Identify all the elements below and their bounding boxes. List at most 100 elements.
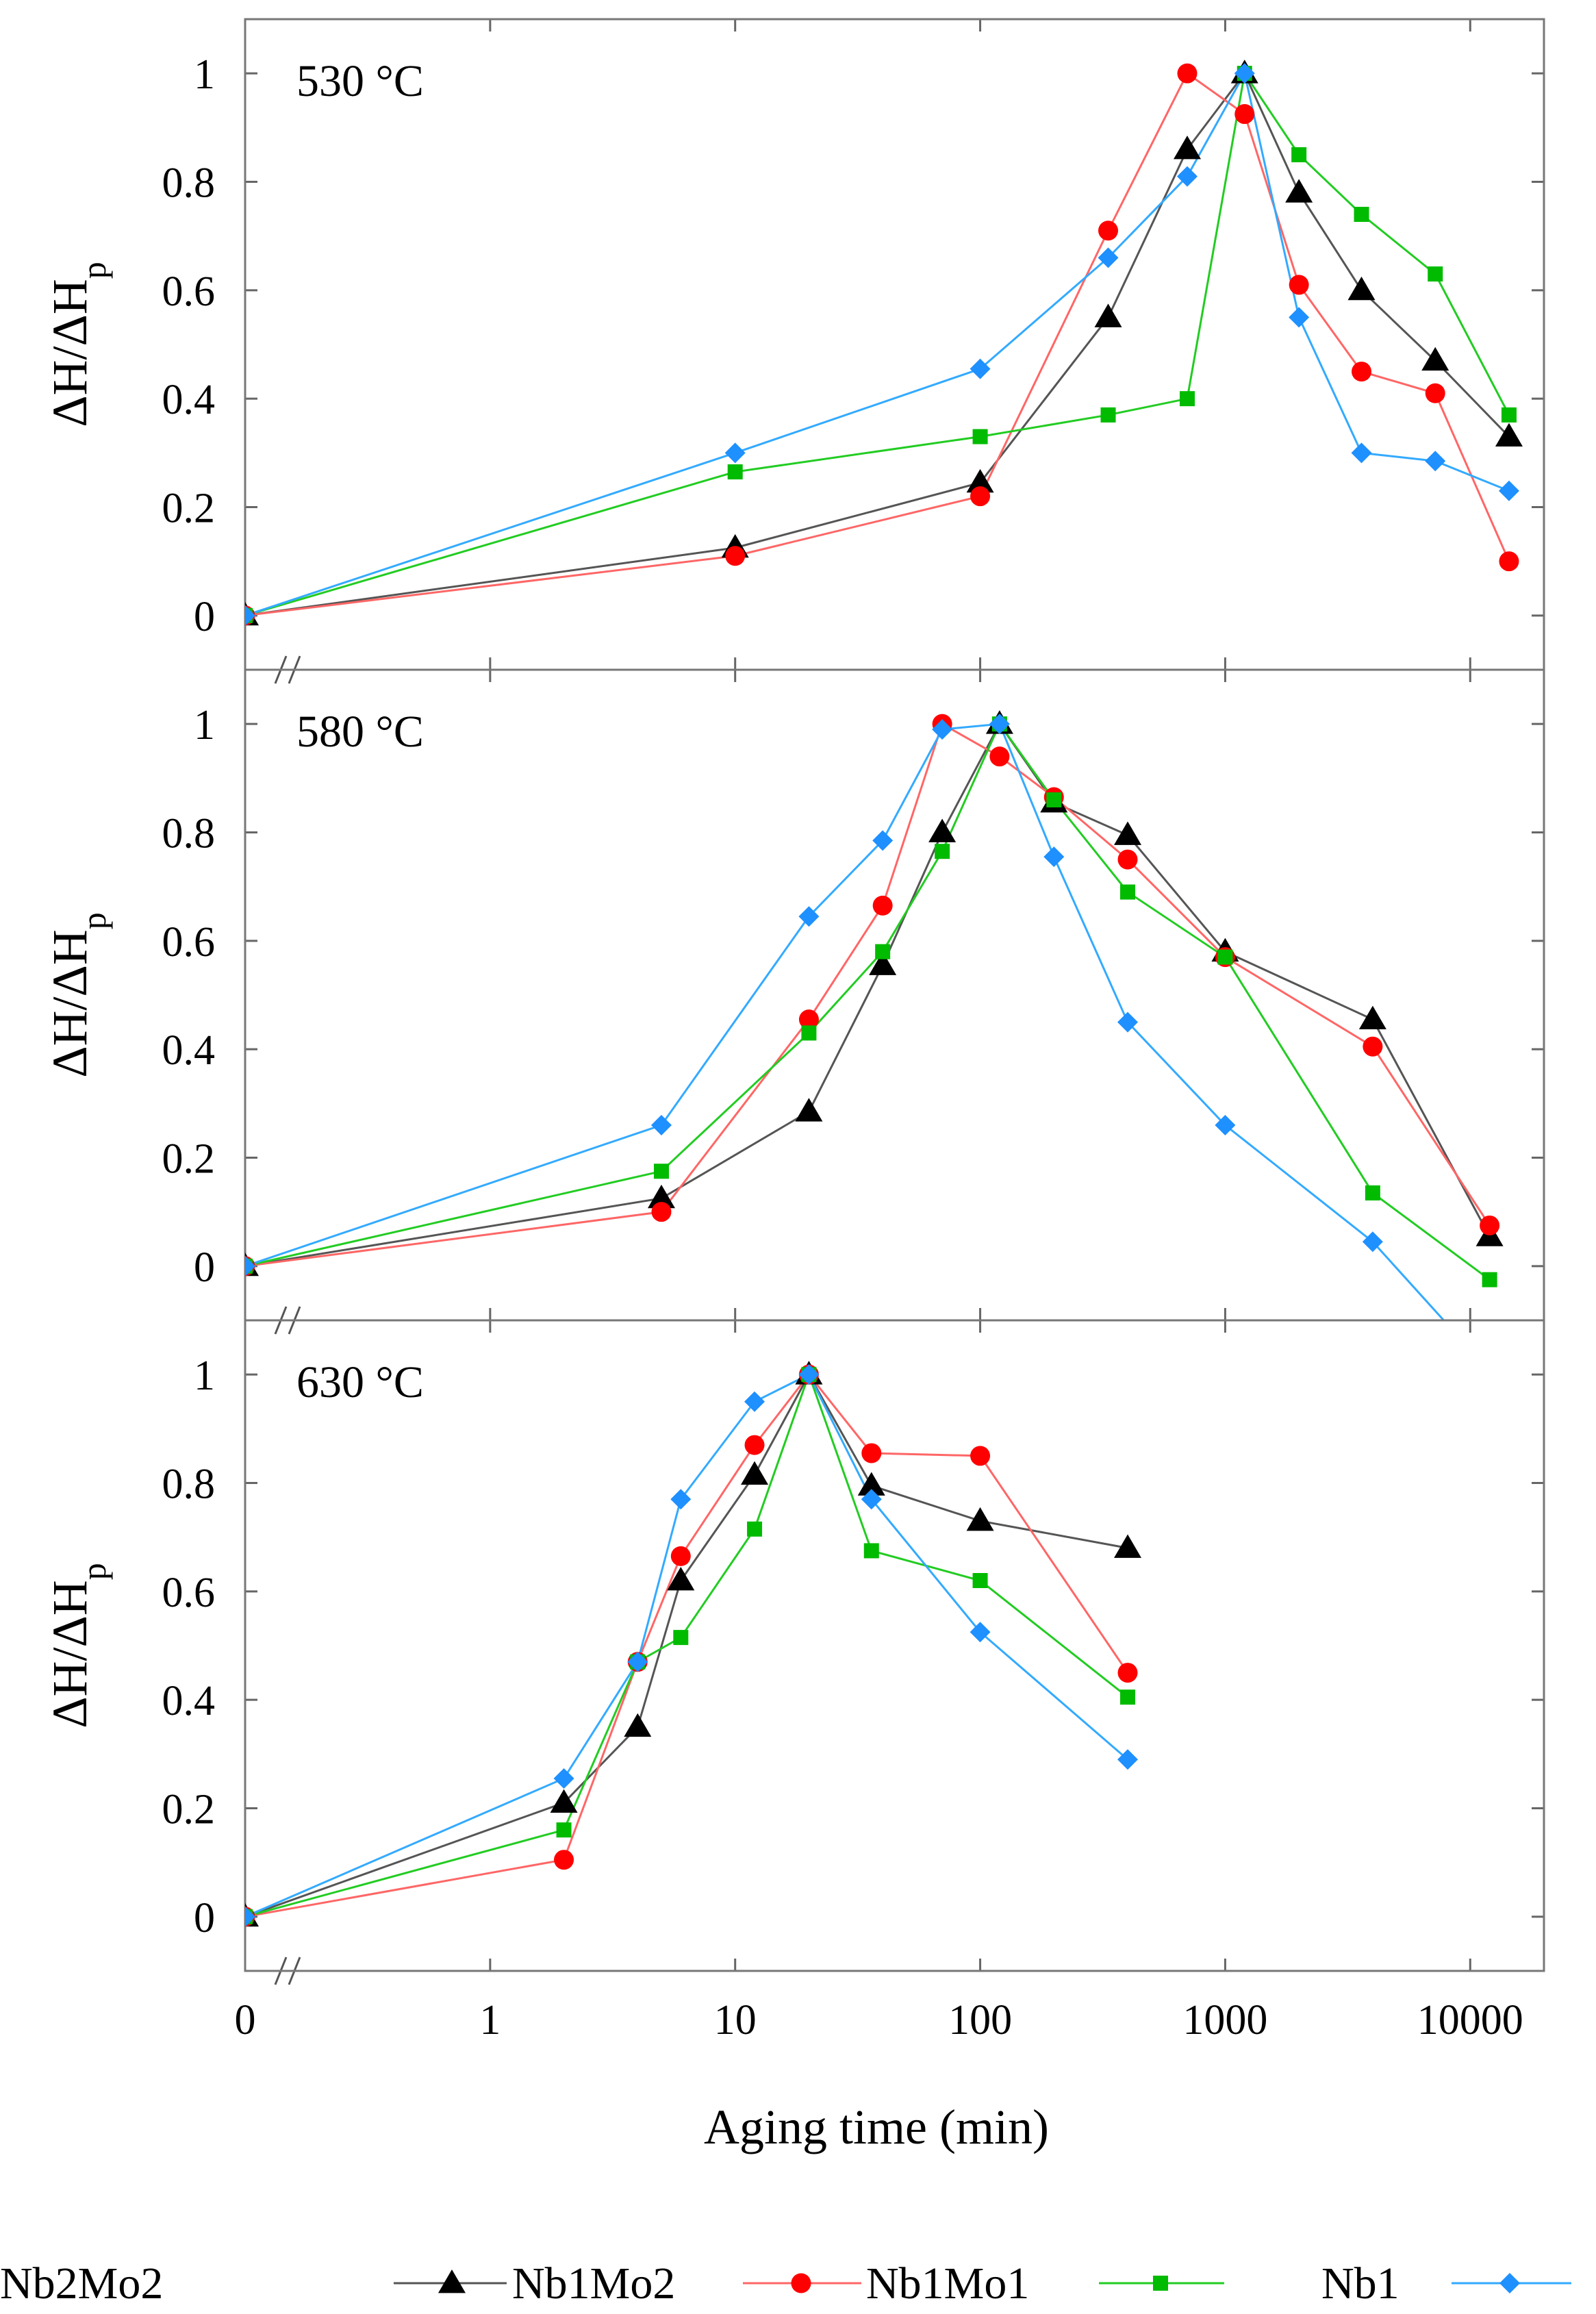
- legend: Nb2Mo2 Nb1Mo2 Nb1Mo1 Nb1: [0, 2259, 1571, 2309]
- data-point-nb1mo1: [727, 464, 743, 480]
- data-point-nb1mo1: [1428, 266, 1443, 282]
- y-tick-label: 0.2: [162, 1136, 216, 1183]
- y-tick-label: 0.4: [162, 1678, 216, 1724]
- data-point-nb2mo2: [667, 1567, 695, 1591]
- data-point-nb1: [1498, 480, 1519, 501]
- x-tick-label: 0: [235, 1997, 256, 2043]
- data-point-nb1mo1: [972, 429, 988, 444]
- series-line-nb2mo2: [245, 722, 1491, 1268]
- y-tick-label: 0.8: [162, 1461, 216, 1508]
- data-point-nb1: [1351, 442, 1372, 464]
- data-point-nb1: [798, 1364, 820, 1385]
- data-point-nb2mo2: [1094, 303, 1122, 327]
- data-point-nb1mo2: [554, 1850, 574, 1870]
- data-point-nb2mo2: [1285, 179, 1313, 203]
- data-point-nb2mo2: [795, 1098, 823, 1122]
- y-tick-label: 0: [194, 1895, 215, 1941]
- data-point-nb1mo1: [935, 844, 950, 859]
- data-point-nb1: [744, 1391, 765, 1412]
- x-tick-label: 100: [948, 1997, 1012, 2043]
- data-point-nb1mo1: [875, 944, 891, 959]
- x-tick-label: 10: [714, 1997, 757, 2043]
- data-point-nb1: [1043, 846, 1065, 868]
- data-point-nb1mo2: [1117, 1663, 1138, 1683]
- y-axis-label-main: ΔH/ΔH: [42, 279, 97, 427]
- legend-marker-nb1: [1499, 2273, 1520, 2293]
- series-line-nb1: [245, 70, 1510, 617]
- data-point-nb1: [670, 1489, 692, 1510]
- data-point-nb1: [970, 358, 991, 379]
- data-point-nb1mo2: [872, 895, 893, 916]
- y-axis-label-main: ΔH/ΔH: [42, 929, 97, 1078]
- y-tick-label: 0.4: [162, 1027, 216, 1074]
- data-point-nb1: [798, 906, 820, 927]
- panel-title: 530 °C: [296, 56, 424, 106]
- data-point-nb1: [932, 719, 953, 740]
- data-point-nb1mo1: [1482, 1272, 1497, 1287]
- x-tick-label: 1: [479, 1997, 501, 2043]
- data-point-nb1mo2: [1098, 221, 1119, 241]
- data-point-nb1mo2: [970, 1446, 991, 1466]
- y-tick-label: 1: [194, 51, 215, 98]
- data-point-nb1: [553, 1768, 574, 1789]
- data-point-nb1mo2: [970, 486, 991, 507]
- data-point-nb1mo1: [1120, 1689, 1136, 1705]
- data-point-nb1mo2: [1234, 104, 1255, 125]
- data-point-nb1: [872, 830, 894, 851]
- y-tick-label: 0.2: [162, 486, 216, 532]
- data-point-nb1mo2: [1425, 383, 1445, 403]
- data-point-nb2mo2: [928, 818, 957, 842]
- y-axis-label: ΔH/ΔHp: [42, 1563, 113, 1728]
- panel-frame: [244, 1319, 1545, 1972]
- data-point-nb1mo2: [1363, 1036, 1383, 1057]
- legend-label-nb1mo2: Nb1Mo2: [512, 2259, 675, 2309]
- data-point-nb1mo2: [1480, 1215, 1500, 1235]
- series-line-nb1: [245, 722, 1445, 1320]
- panel-plot-area: [245, 1361, 1142, 1927]
- data-point-nb1: [989, 714, 1010, 735]
- data-point-nb1mo2: [861, 1443, 882, 1463]
- y-tick-label: 0: [194, 1244, 215, 1291]
- data-point-nb1mo2: [1351, 362, 1371, 382]
- data-point-nb1: [861, 1489, 882, 1510]
- data-point-nb1mo2: [1177, 63, 1198, 84]
- panel-3: 0 0.2 0.4 0.6 0.8 1 630 °C ΔH/ΔHp: [42, 1319, 1545, 1985]
- data-point-nb1mo1: [1501, 407, 1517, 423]
- data-point-nb1: [650, 1115, 672, 1135]
- data-point-nb1mo1: [863, 1543, 879, 1559]
- data-point-nb1: [1117, 1011, 1139, 1033]
- data-point-nb1mo1: [1046, 792, 1062, 807]
- data-point-nb1mo2: [798, 1009, 819, 1030]
- x-axis-label: Aging time (min): [704, 2100, 1049, 2154]
- data-point-nb1mo1: [556, 1822, 572, 1838]
- data-point-nb1: [724, 442, 746, 464]
- data-point-nb1mo1: [1365, 1185, 1380, 1200]
- data-point-nb1: [245, 1906, 255, 1927]
- y-tick-label: 0.4: [162, 377, 216, 423]
- data-point-nb1mo1: [1120, 884, 1136, 900]
- y-axis-label-sub: p: [75, 262, 113, 279]
- data-point-nb1mo1: [653, 1164, 669, 1179]
- series-line-nb1mo2: [245, 71, 1510, 617]
- panel-plot-area: [245, 60, 1523, 626]
- data-point-nb1mo1: [747, 1521, 763, 1537]
- data-point-nb1mo1: [1291, 147, 1307, 162]
- y-tick-label: 0.6: [162, 268, 216, 315]
- data-point-nb2mo2: [1114, 1534, 1142, 1558]
- data-point-nb2mo2: [857, 1472, 885, 1496]
- data-point-nb2mo2: [1421, 347, 1449, 371]
- panel-title: 580 °C: [296, 707, 424, 757]
- y-tick-label: 0.6: [162, 919, 216, 966]
- y-tick-label: 0.8: [162, 160, 216, 207]
- panel-plot-area: [245, 710, 1504, 1320]
- data-point-nb2mo2: [966, 1507, 994, 1531]
- x-tick-label: 1000: [1182, 1997, 1267, 2043]
- panels-layer: 00.20.40.60.81 530 °CΔH/ΔHp00.20.40.60.81…: [42, 18, 1545, 2043]
- data-point-nb1: [627, 1651, 648, 1672]
- data-point-nb2mo2: [1114, 821, 1142, 845]
- data-point-nb1mo1: [1179, 391, 1195, 407]
- data-point-nb2mo2: [1347, 276, 1376, 301]
- legend-label-nb1mo1: Nb1Mo1: [866, 2259, 1029, 2309]
